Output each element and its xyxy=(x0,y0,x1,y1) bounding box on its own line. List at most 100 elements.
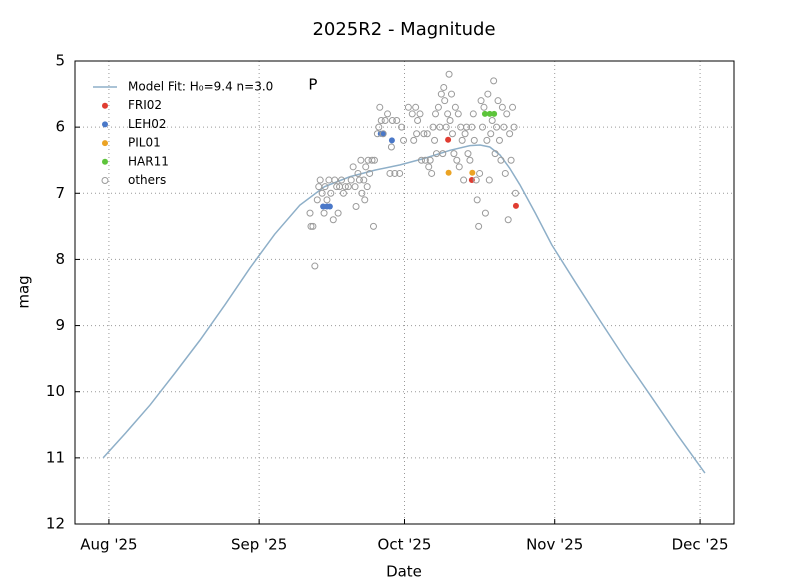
data-point xyxy=(320,209,328,217)
data-point xyxy=(484,90,492,98)
data-point xyxy=(355,176,363,184)
data-point xyxy=(352,203,360,211)
data-point xyxy=(323,196,331,204)
data-point xyxy=(491,150,499,158)
data-point xyxy=(501,169,509,177)
data-point xyxy=(309,222,317,230)
data-point xyxy=(388,137,395,144)
legend-swatch xyxy=(102,102,108,109)
data-point xyxy=(351,183,359,191)
data-point xyxy=(486,110,493,117)
data-point xyxy=(466,156,474,164)
data-point xyxy=(429,123,437,131)
data-point xyxy=(493,123,501,131)
data-point xyxy=(503,110,511,118)
data-point xyxy=(445,70,453,78)
y-tick-label: 11 xyxy=(46,448,65,466)
data-point xyxy=(485,176,493,184)
x-tick-label: Oct '25 xyxy=(378,536,432,554)
data-point xyxy=(410,136,418,144)
x-tick-label: Sep '25 xyxy=(231,536,287,554)
data-point xyxy=(470,136,478,144)
y-tick-label: 7 xyxy=(55,184,65,202)
data-point xyxy=(368,156,376,164)
data-point xyxy=(311,262,319,270)
data-point xyxy=(366,169,374,177)
data-point xyxy=(361,196,369,204)
data-point xyxy=(357,156,365,164)
annotation: P xyxy=(308,75,317,93)
data-point xyxy=(431,136,439,144)
data-point xyxy=(483,136,491,144)
data-point xyxy=(500,123,508,131)
data-point xyxy=(451,103,459,111)
data-point xyxy=(412,103,420,111)
legend-label: PIL01 xyxy=(128,136,161,150)
data-point xyxy=(325,176,333,184)
data-point xyxy=(504,216,512,224)
data-point xyxy=(446,117,454,125)
data-point xyxy=(450,150,458,158)
data-point xyxy=(457,123,465,131)
model-line xyxy=(102,144,706,474)
data-point xyxy=(421,156,429,164)
data-point xyxy=(307,222,315,230)
data-point xyxy=(327,189,335,197)
data-point xyxy=(444,110,452,118)
data-point xyxy=(377,117,385,125)
data-point xyxy=(331,176,339,184)
data-point xyxy=(362,163,370,171)
data-point xyxy=(414,117,422,125)
legend-label: Model Fit: H₀=9.4 n=3.0 xyxy=(128,80,273,94)
data-point xyxy=(381,117,389,125)
data-point xyxy=(464,150,472,158)
data-point xyxy=(481,209,489,217)
data-point xyxy=(458,136,466,144)
y-axis-label: mag xyxy=(15,275,33,308)
data-point xyxy=(375,123,383,131)
x-tick-label: Dec '25 xyxy=(672,536,729,554)
data-point xyxy=(454,110,462,118)
data-point xyxy=(434,103,442,111)
plot-frame xyxy=(74,60,735,525)
legend-swatch xyxy=(102,140,108,147)
data-point xyxy=(341,183,349,191)
data-point xyxy=(338,176,346,184)
data-point xyxy=(491,110,498,117)
data-point xyxy=(441,97,449,105)
data-point xyxy=(370,156,378,164)
data-point xyxy=(316,176,324,184)
data-point xyxy=(363,183,371,191)
data-point xyxy=(396,169,404,177)
data-point xyxy=(326,203,333,210)
data-point xyxy=(490,77,498,85)
legend-label: others xyxy=(128,173,166,187)
data-point xyxy=(460,176,468,184)
data-point xyxy=(400,136,408,144)
data-point xyxy=(472,176,480,184)
data-point xyxy=(423,130,431,138)
data-point xyxy=(473,196,481,204)
data-point xyxy=(404,103,412,111)
data-point xyxy=(507,156,515,164)
data-point xyxy=(393,117,401,125)
data-point xyxy=(498,103,506,111)
data-point xyxy=(479,123,487,131)
data-point xyxy=(417,156,425,164)
data-point xyxy=(426,156,434,164)
data-point xyxy=(333,183,341,191)
data-point xyxy=(344,183,352,191)
data-point xyxy=(425,163,433,171)
y-tick-label: 9 xyxy=(55,316,65,334)
data-point xyxy=(347,176,355,184)
data-point xyxy=(453,156,461,164)
data-point xyxy=(445,169,452,176)
data-point xyxy=(510,123,518,131)
data-point xyxy=(349,163,357,171)
data-point xyxy=(448,90,456,98)
data-point xyxy=(477,97,485,105)
data-point xyxy=(318,189,326,197)
data-point xyxy=(379,130,387,138)
data-point xyxy=(511,189,519,197)
data-point xyxy=(315,183,323,191)
